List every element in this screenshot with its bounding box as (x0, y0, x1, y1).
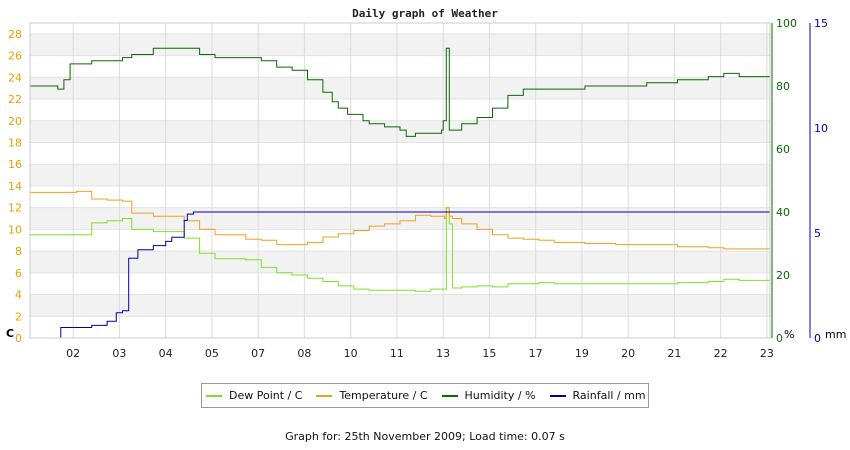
y-right1-tick-label: 40 (776, 206, 790, 219)
x-tick-label: 05 (205, 347, 219, 360)
y-left-tick-label: 8 (15, 245, 22, 258)
y-left-tick-label: 14 (8, 180, 22, 193)
y-right1-tick-label: 80 (776, 80, 790, 93)
y-right2-tick-label: 15 (814, 17, 828, 30)
plot-background (30, 33, 770, 317)
x-tick-label: 15 (482, 347, 496, 360)
y-right2-tick-label: 0 (814, 332, 821, 345)
y-left-tick-label: 20 (8, 115, 22, 128)
y-left-tick-label: 28 (8, 28, 22, 41)
legend-label: Humidity / % (464, 389, 536, 402)
legend-swatch (316, 394, 333, 397)
x-tick-label: 23 (760, 347, 774, 360)
grid-band (30, 251, 770, 273)
chart-title: Daily graph of Weather (352, 7, 498, 20)
x-tick-label: 17 (529, 347, 543, 360)
grid-band (30, 164, 770, 186)
legend-label: Temperature / C (339, 389, 428, 402)
legend-swatch (549, 394, 566, 397)
plot-frame (29, 22, 771, 339)
y-left-tick-label: 26 (8, 50, 22, 63)
y-right1-tick-label: 100 (776, 17, 797, 30)
x-tick-label: 04 (159, 347, 173, 360)
y-right1-tick-label: 0 (776, 332, 783, 345)
right2-axis-unit: mm (825, 328, 846, 341)
grid-band (30, 294, 770, 317)
x-tick-label: 02 (66, 347, 80, 360)
legend-swatch (441, 394, 458, 397)
y-left-tick-label: 4 (15, 289, 22, 302)
y-right2-tick-label: 5 (814, 227, 821, 240)
footer-status: Graph for: 25th November 2009; Load time… (285, 430, 565, 443)
x-tick-label: 21 (667, 347, 681, 360)
x-tick-label: 07 (251, 347, 265, 360)
legend-label: Dew Point / C (229, 389, 303, 402)
x-tick-label: 19 (575, 347, 589, 360)
y-right2-tick-label: 10 (814, 122, 828, 135)
x-tick-label: 10 (344, 347, 358, 360)
series-layer (30, 47, 770, 339)
legend-item-rainfall: Rainfall / mm (549, 389, 646, 402)
y-left-tick-label: 24 (8, 71, 22, 84)
y-left-tick-label: 0 (15, 332, 22, 345)
x-tick-label: 03 (112, 347, 126, 360)
legend-item-dew-point: Dew Point / C (206, 389, 302, 402)
legend-item-humidity: Humidity / % (441, 389, 536, 402)
y-left-tick-label: 18 (8, 136, 22, 149)
legend-item-temperature: Temperature / C (316, 389, 428, 402)
y-left-tick-label: 6 (15, 267, 22, 280)
series-line-temperature (30, 190, 770, 250)
x-tick-label: 13 (436, 347, 450, 360)
x-tick-label: 20 (621, 347, 635, 360)
legend-label: Rainfall / mm (572, 389, 646, 402)
left-axis-unit: C (6, 327, 14, 340)
series-line-dew (30, 207, 770, 292)
grid-band (30, 33, 770, 56)
y-left-tick-label: 10 (8, 223, 22, 236)
grid-band (30, 77, 770, 100)
y-left-tick-label: 12 (8, 202, 22, 215)
y-left-tick-label: 2 (15, 310, 22, 323)
series-line-rainfall (30, 211, 770, 339)
x-tick-label: 22 (714, 347, 728, 360)
y-right1-tick-label: 20 (776, 269, 790, 282)
grid-band (30, 120, 770, 143)
y-left-tick-label: 16 (8, 158, 22, 171)
right1-axis-unit: % (784, 328, 794, 341)
y-left-tick-label: 22 (8, 93, 22, 106)
series-line-humidity (30, 47, 770, 137)
grid-band (30, 207, 770, 230)
legend-swatch (206, 394, 222, 397)
y-right1-tick-label: 60 (776, 143, 790, 156)
x-tick-label: 08 (297, 347, 311, 360)
chart-legend: Dew Point / C Temperature / C Humidity /… (201, 383, 649, 408)
x-tick-label: 11 (390, 347, 404, 360)
